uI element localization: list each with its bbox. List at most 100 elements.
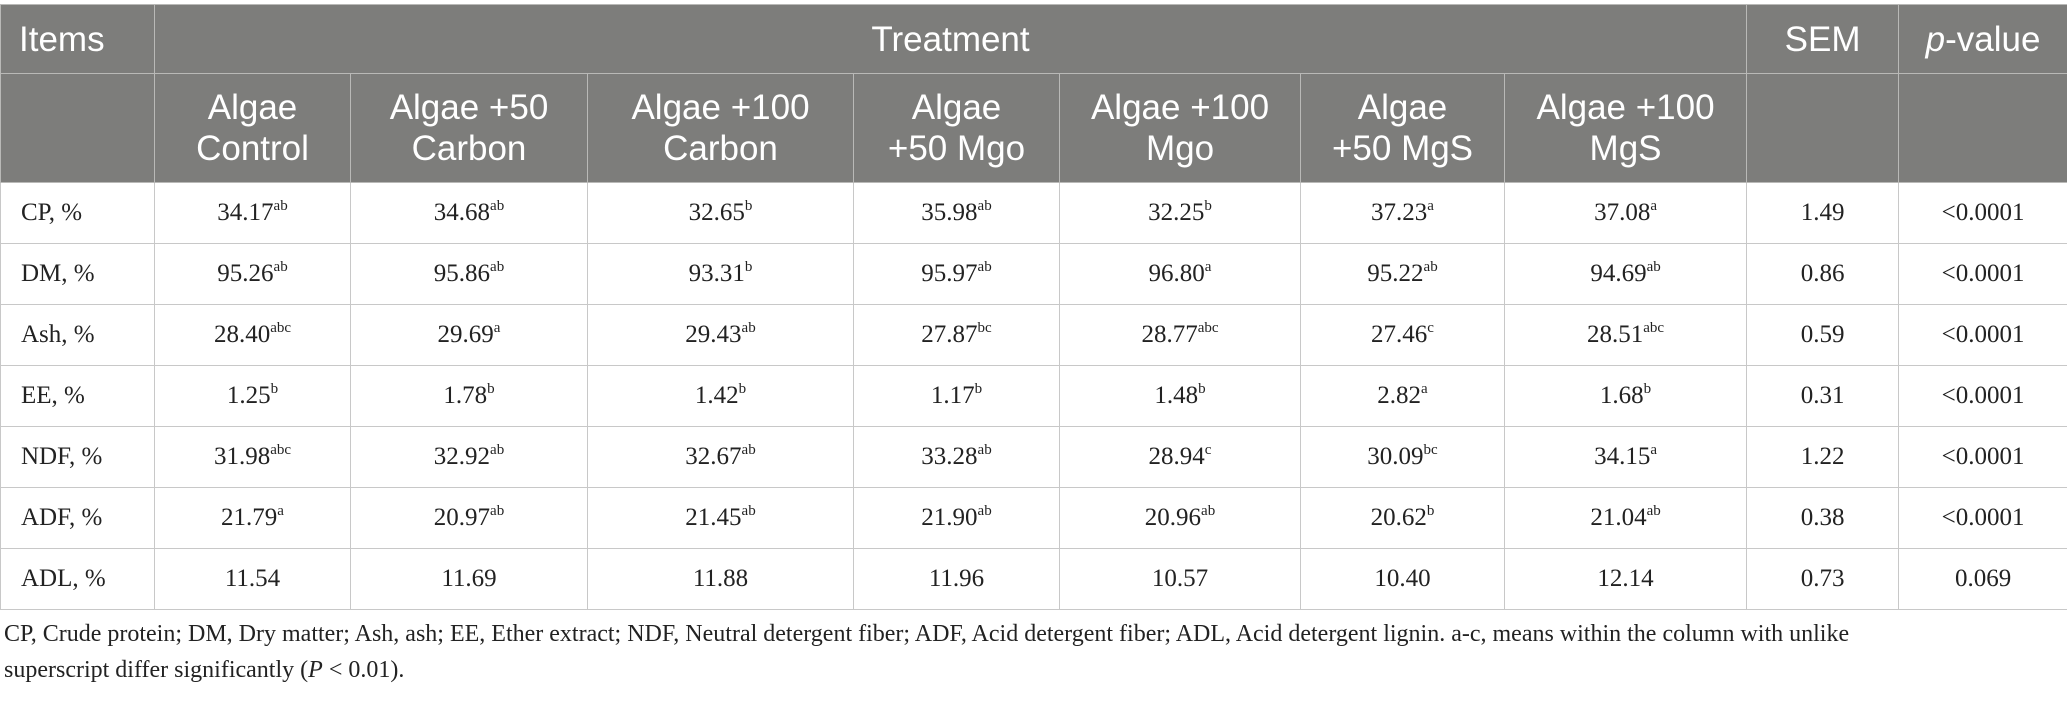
- footnote-line-2-post: < 0.01).: [322, 657, 405, 683]
- col-header-line: Algae +100: [1536, 88, 1715, 127]
- col-header-line: +50 Mgo: [887, 129, 1026, 168]
- significance-superscript: c: [1204, 442, 1212, 458]
- sem-cell: 0.86: [1746, 243, 1900, 305]
- value-cell: 29.69a: [350, 304, 588, 366]
- sem-subheader-empty: [1746, 73, 1900, 183]
- significance-superscript: bc: [1423, 442, 1438, 458]
- col-header-line: MgS: [1589, 129, 1662, 168]
- value-cell: 35.98ab: [853, 182, 1060, 244]
- col-header-line: Algae +100: [1090, 88, 1270, 127]
- cell-value: 94.69: [1590, 260, 1647, 287]
- cell-value: 34.17: [217, 199, 274, 226]
- cell-value: 33.28: [921, 443, 978, 470]
- cell-value: 29.43: [685, 321, 742, 348]
- row-label: CP, %: [0, 182, 155, 244]
- cell-value: 21.45: [685, 504, 742, 531]
- sem-header: SEM: [1746, 4, 1900, 74]
- sem-cell: 0.31: [1746, 365, 1900, 427]
- cell-value: 31.98: [213, 443, 271, 470]
- value-cell: 11.69: [350, 548, 588, 610]
- table-row: Ash, % 28.40abc 29.69a 29.43ab 27.87bc 28.77a…: [0, 304, 2067, 366]
- table-row: CP, % 34.17ab 34.68ab 32.65b 35.98ab 32.25b 37…: [0, 182, 2067, 244]
- col-header-line: Algae: [911, 88, 1002, 127]
- pvalue-cell: <0.0001: [1898, 487, 2067, 549]
- cell-value: 20.96: [1144, 504, 1202, 531]
- significance-superscript: a: [277, 503, 284, 519]
- col-header-algae-100-mgs: Algae +100 MgS: [1503, 73, 1748, 183]
- significance-superscript: ab: [490, 442, 505, 458]
- pvalue-subheader-empty: [1898, 73, 2067, 183]
- significance-superscript: ab: [741, 442, 756, 458]
- footnote-p-symbol: P: [308, 657, 323, 683]
- significance-superscript: a: [1650, 442, 1657, 458]
- cell-value: 30.09: [1367, 443, 1424, 470]
- cell-value: 96.80: [1148, 260, 1205, 287]
- row-label: ADL, %: [0, 548, 155, 610]
- value-cell: 29.43ab: [587, 304, 854, 366]
- significance-superscript: c: [1427, 320, 1434, 336]
- value-cell: 31.98abc: [154, 426, 351, 488]
- col-header-algae-100-carbon: Algae +100 Carbon: [587, 73, 854, 183]
- value-cell: 10.40: [1300, 548, 1505, 610]
- significance-superscript: ab: [977, 503, 992, 519]
- cell-value: 1.48: [1154, 382, 1199, 409]
- value-cell: 2.82a: [1300, 365, 1505, 427]
- col-header-algae-100-mgo: Algae +100 Mgo: [1059, 73, 1301, 183]
- significance-superscript: b: [974, 381, 983, 397]
- significance-superscript: ab: [977, 198, 992, 214]
- cell-value: 37.08: [1594, 199, 1651, 226]
- value-cell: 1.42b: [587, 365, 854, 427]
- items-subheader-empty: [0, 73, 155, 183]
- col-header-line: Algae: [207, 88, 298, 127]
- value-cell: 21.04ab: [1503, 487, 1748, 549]
- items-header: Items: [0, 4, 155, 74]
- significance-superscript: ab: [741, 503, 756, 519]
- row-label: ADF, %: [0, 487, 155, 549]
- significance-superscript: b: [744, 198, 753, 214]
- cell-value: 11.69: [441, 565, 497, 592]
- table-footnote: CP, Crude protein; DM, Dry matter; Ash, …: [4, 616, 2054, 688]
- table-row: ADF, % 21.79a 20.97ab 21.45ab 21.90ab 20.96ab…: [0, 487, 2067, 549]
- pvalue-cell: 0.069: [1898, 548, 2067, 610]
- significance-superscript: ab: [490, 503, 505, 519]
- cell-value: 1.25: [226, 382, 271, 409]
- cell-value: 1.78: [443, 382, 488, 409]
- value-cell: 28.40abc: [154, 304, 351, 366]
- cell-value: 32.65: [688, 199, 745, 226]
- cell-value: 29.69: [437, 321, 494, 348]
- footnote-line-2-pre: superscript differ significantly (: [4, 657, 309, 683]
- value-cell: 34.15a: [1503, 426, 1748, 488]
- cell-value: 27.46: [1371, 321, 1428, 348]
- cell-value: 11.96: [928, 565, 985, 592]
- table-body: CP, % 34.17ab 34.68ab 32.65b 35.98ab 32.25b 37…: [0, 182, 2067, 610]
- footnote-line-1: CP, Crude protein; DM, Dry matter; Ash, …: [4, 621, 1850, 647]
- value-cell: 94.69ab: [1503, 243, 1748, 305]
- col-header-line: Mgo: [1145, 129, 1215, 168]
- cell-value: 10.40: [1374, 565, 1431, 592]
- value-cell: 28.94c: [1059, 426, 1301, 488]
- table-row: DM, % 95.26ab 95.86ab 93.31b 95.97ab 96.80a 95…: [0, 243, 2067, 305]
- significance-superscript: abc: [270, 442, 292, 458]
- cell-value: 95.26: [217, 260, 274, 287]
- value-cell: 32.92ab: [350, 426, 588, 488]
- pvalue-cell: <0.0001: [1898, 182, 2067, 244]
- value-cell: 11.54: [154, 548, 351, 610]
- row-label: DM, %: [0, 243, 155, 305]
- value-cell: 12.14: [1503, 548, 1748, 610]
- cell-value: 37.23: [1371, 199, 1428, 226]
- value-cell: 27.46c: [1300, 304, 1505, 366]
- value-cell: 96.80a: [1059, 243, 1301, 305]
- value-cell: 1.25b: [154, 365, 351, 427]
- cell-value: 20.62: [1370, 504, 1427, 531]
- col-header-line: Carbon: [411, 129, 527, 168]
- row-label: Ash, %: [0, 304, 155, 366]
- cell-value: 32.67: [685, 443, 742, 470]
- sem-cell: 0.59: [1746, 304, 1900, 366]
- value-cell: 37.08a: [1503, 182, 1748, 244]
- significance-superscript: ab: [1646, 259, 1661, 275]
- value-cell: 33.28ab: [853, 426, 1060, 488]
- value-cell: 32.25b: [1059, 182, 1301, 244]
- value-cell: 10.57: [1059, 548, 1301, 610]
- cell-value: 28.77: [1141, 321, 1198, 348]
- significance-superscript: a: [1650, 198, 1657, 214]
